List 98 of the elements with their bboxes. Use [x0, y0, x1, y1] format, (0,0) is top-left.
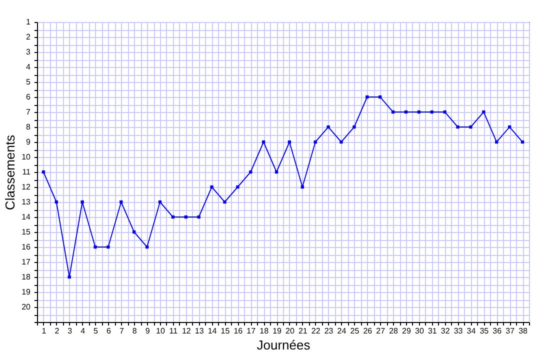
point	[314, 140, 317, 144]
point	[210, 185, 214, 189]
point	[469, 125, 472, 129]
x-tick-label: 30	[414, 326, 424, 336]
point	[300, 185, 304, 189]
point	[288, 140, 292, 144]
x-tick-label: 12	[182, 326, 192, 336]
point	[120, 200, 123, 204]
y-tick-label: 10	[22, 152, 32, 162]
y-tick-label: 12	[22, 182, 32, 192]
y-axis-title: Classements	[2, 134, 18, 210]
x-tick-label: 38	[518, 326, 528, 336]
x-tick-label: 6	[106, 326, 112, 336]
point	[249, 170, 252, 174]
x-tick-label: 29	[402, 326, 412, 336]
y-tick-label: 9	[26, 138, 32, 146]
point	[236, 185, 240, 189]
x-tick-label: 31	[428, 326, 438, 336]
point	[326, 125, 330, 129]
y-tick-label: 19	[22, 288, 32, 296]
point	[132, 230, 136, 234]
x-tick-label: 1	[42, 326, 47, 336]
point	[274, 170, 278, 174]
point	[158, 200, 162, 204]
point	[495, 140, 498, 144]
x-tick-label: 36	[492, 326, 502, 336]
y-tick-label: 4	[26, 62, 32, 72]
x-tick-label: 28	[389, 326, 399, 336]
x-tick-label: 23	[324, 326, 334, 336]
x-tick-label: 15	[220, 326, 230, 336]
x-tick-label: 27	[376, 326, 386, 336]
y-tick-label: 18	[22, 272, 32, 282]
y-tick-label: 11	[22, 168, 32, 176]
x-tick-label: 21	[298, 326, 308, 336]
point	[456, 125, 460, 129]
y-tick-label: 17	[22, 258, 32, 266]
x-tick-label: 17	[246, 326, 256, 336]
x-tick-label: 10	[156, 326, 166, 336]
y-tick-label: 8	[26, 122, 32, 132]
point	[106, 245, 110, 249]
x-tick-label: 3	[68, 326, 73, 336]
x-tick-label: 24	[337, 326, 347, 336]
x-tick-label: 33	[454, 326, 464, 336]
x-tick-label: 26	[363, 326, 373, 336]
point	[94, 245, 97, 249]
x-tick-label: 7	[119, 326, 124, 336]
point	[443, 110, 446, 114]
x-tick-label: 9	[145, 326, 150, 336]
x-axis-title: Journées	[256, 338, 311, 352]
y-tick-label: 16	[22, 242, 32, 252]
x-tick-label: 19	[272, 326, 282, 336]
x-tick-label: 4	[80, 326, 86, 336]
x-tick-label: 13	[194, 326, 204, 336]
y-tick-label: 3	[26, 48, 32, 56]
point	[262, 140, 266, 144]
x-tick-label: 14	[208, 326, 218, 336]
y-tick-label: 14	[22, 212, 32, 222]
point	[54, 200, 58, 204]
y-tick-label: 1	[26, 18, 32, 26]
point	[145, 245, 149, 249]
y-tick-label: 2	[26, 32, 32, 42]
x-tick-label: 2	[54, 326, 60, 336]
x-tick-label: 11	[169, 326, 178, 336]
x-tick-label: 37	[506, 326, 516, 336]
x-tick-label: 20	[286, 326, 295, 336]
y-tick-label: 13	[22, 198, 32, 206]
y-tick-label: 15	[22, 228, 32, 236]
point	[520, 140, 524, 144]
point	[340, 140, 343, 144]
point	[366, 95, 369, 99]
point	[171, 215, 175, 219]
point	[404, 110, 408, 114]
y-tick-label: 7	[26, 108, 32, 116]
point	[68, 275, 71, 279]
point	[482, 110, 486, 114]
point	[197, 215, 200, 219]
point	[352, 125, 356, 129]
x-tick-label: 18	[260, 326, 270, 336]
point	[80, 200, 84, 204]
point	[223, 200, 226, 204]
x-tick-label: 8	[132, 326, 138, 336]
x-tick-label: 32	[440, 326, 450, 336]
point	[391, 110, 395, 114]
x-tick-label: 25	[350, 326, 360, 336]
x-tick-label: 22	[311, 326, 321, 336]
point	[184, 215, 188, 219]
point	[378, 95, 382, 99]
point	[508, 125, 512, 129]
y-tick-label: 5	[26, 78, 32, 86]
point	[430, 110, 434, 114]
x-tick-label: 5	[94, 326, 99, 336]
y-tick-label: 6	[26, 92, 32, 102]
x-tick-label: 34	[466, 326, 476, 336]
point	[417, 110, 421, 114]
x-tick-label: 35	[480, 326, 490, 336]
y-tick-label: 20	[22, 302, 32, 312]
x-tick-label: 16	[234, 326, 244, 336]
point	[42, 170, 46, 174]
